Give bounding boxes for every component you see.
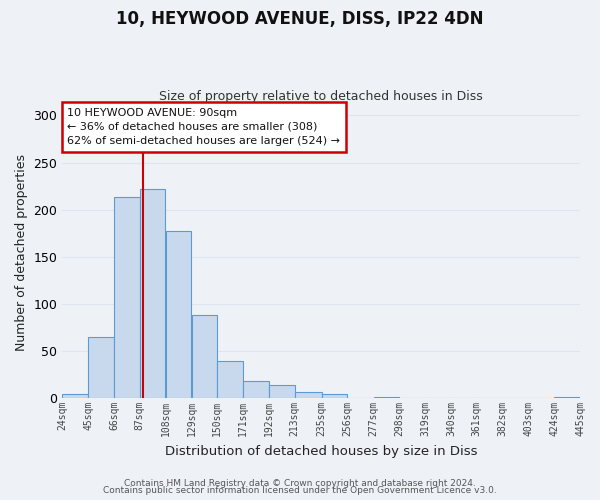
Bar [140,189,166,398]
Bar [191,315,217,398]
Bar [295,392,322,398]
Text: Contains public sector information licensed under the Open Government Licence v3: Contains public sector information licen… [103,486,497,495]
Bar [554,397,580,398]
Text: 10 HEYWOOD AVENUE: 90sqm
← 36% of detached houses are smaller (308)
62% of semi-: 10 HEYWOOD AVENUE: 90sqm ← 36% of detach… [67,108,340,146]
Bar [166,232,191,398]
Bar [322,394,347,398]
Bar [217,362,243,398]
X-axis label: Distribution of detached houses by size in Diss: Distribution of detached houses by size … [165,444,478,458]
Bar [374,397,399,398]
Text: Contains HM Land Registry data © Crown copyright and database right 2024.: Contains HM Land Registry data © Crown c… [124,478,476,488]
Bar [114,196,140,398]
Bar [62,394,88,398]
Bar [243,381,269,398]
Text: 10, HEYWOOD AVENUE, DISS, IP22 4DN: 10, HEYWOOD AVENUE, DISS, IP22 4DN [116,10,484,28]
Bar [88,337,114,398]
Title: Size of property relative to detached houses in Diss: Size of property relative to detached ho… [159,90,483,104]
Bar [269,385,295,398]
Y-axis label: Number of detached properties: Number of detached properties [15,154,28,350]
